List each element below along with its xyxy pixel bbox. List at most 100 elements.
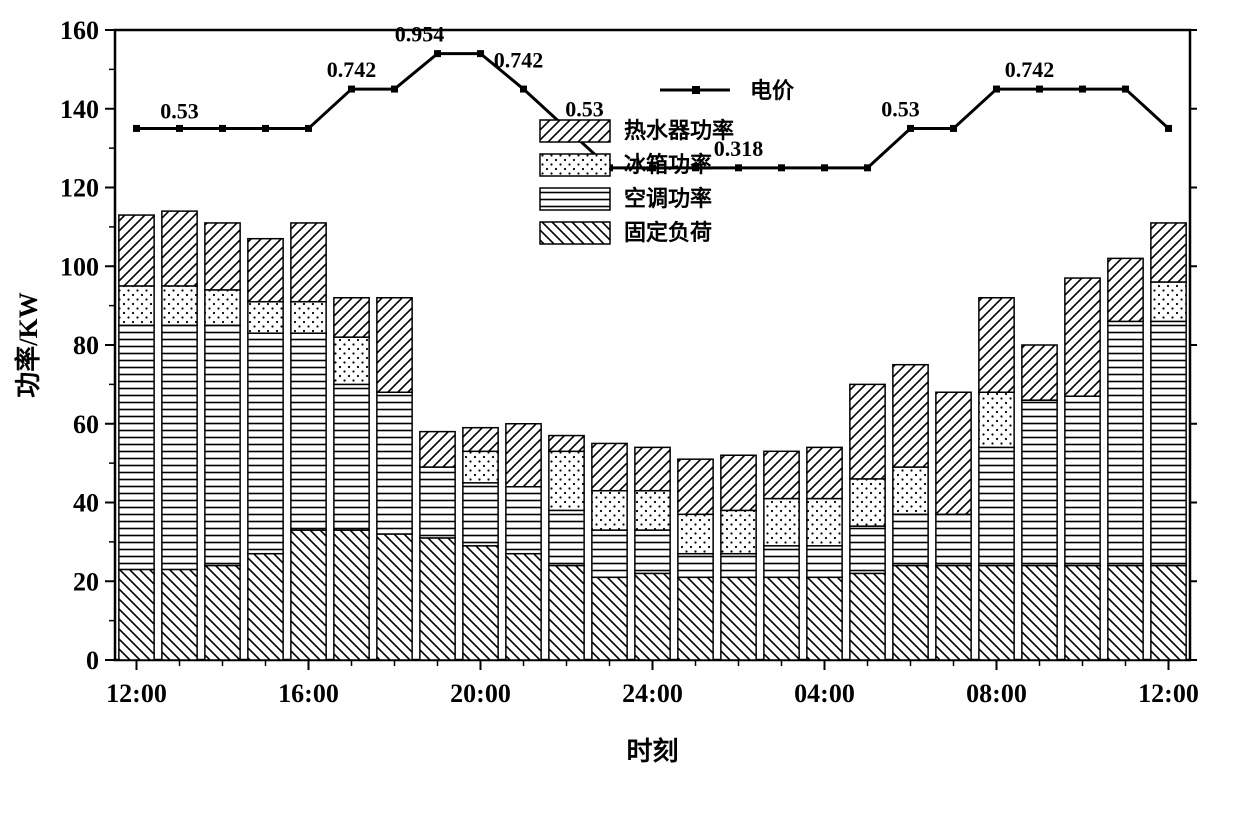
bar-heater — [420, 432, 455, 467]
bar-heater — [205, 223, 240, 290]
bar-fixed — [119, 569, 154, 660]
bar-heater — [549, 436, 584, 452]
bar-fixed — [420, 538, 455, 660]
bar-fridge — [850, 479, 885, 526]
svg-text:140: 140 — [60, 95, 99, 124]
price-marker — [520, 86, 527, 93]
bar-ac — [205, 325, 240, 565]
bar-fridge — [592, 491, 627, 530]
bar-heater — [1065, 278, 1100, 396]
bar-ac — [850, 526, 885, 573]
svg-text:60: 60 — [73, 410, 99, 439]
bar-fixed — [1022, 566, 1057, 661]
price-marker — [176, 125, 183, 132]
bar-heater — [721, 455, 756, 510]
price-annotation: 0.742 — [1005, 57, 1055, 82]
price-annotation: 0.53 — [160, 98, 199, 123]
bar-ac — [119, 325, 154, 569]
bar-fixed — [248, 554, 283, 660]
price-marker — [391, 86, 398, 93]
bar-fridge — [549, 451, 584, 510]
price-marker — [133, 125, 140, 132]
price-marker — [1122, 86, 1129, 93]
bar-ac — [936, 514, 971, 565]
bar-fixed — [463, 546, 498, 660]
svg-text:24:00: 24:00 — [622, 679, 683, 708]
bar-fridge — [463, 451, 498, 483]
bar-heater — [291, 223, 326, 302]
bar-ac — [807, 546, 842, 578]
bar-ac — [979, 447, 1014, 565]
price-marker — [950, 125, 957, 132]
bar-ac — [506, 487, 541, 554]
bar-ac — [162, 325, 197, 569]
price-annotation: 0.742 — [494, 48, 544, 73]
bar-ac — [1065, 396, 1100, 565]
bar-heater — [807, 447, 842, 498]
bar-heater — [893, 365, 928, 467]
bar-fridge — [807, 499, 842, 546]
price-marker — [778, 164, 785, 171]
svg-text:120: 120 — [60, 174, 99, 203]
bar-fixed — [1151, 566, 1186, 661]
price-annotation: 0.742 — [327, 57, 377, 82]
bar-heater — [1022, 345, 1057, 400]
bar-fixed — [979, 566, 1014, 661]
price-marker — [907, 125, 914, 132]
svg-text:20:00: 20:00 — [450, 679, 511, 708]
price-marker — [1079, 86, 1086, 93]
price-marker — [864, 164, 871, 171]
bar-fridge — [979, 392, 1014, 447]
price-annotation: 0.53 — [565, 96, 604, 121]
svg-text:80: 80 — [73, 331, 99, 360]
bar-ac — [635, 530, 670, 573]
price-marker — [821, 164, 828, 171]
price-marker — [305, 125, 312, 132]
bar-fixed — [635, 573, 670, 660]
bar-heater — [678, 459, 713, 514]
svg-text:12:00: 12:00 — [1138, 679, 1199, 708]
price-annotation: 0.53 — [881, 96, 920, 121]
svg-text:160: 160 — [60, 16, 99, 45]
bar-heater — [1108, 258, 1143, 321]
svg-text:固定负荷: 固定负荷 — [624, 220, 712, 245]
bars — [119, 211, 1186, 660]
bar-heater — [592, 443, 627, 490]
bar-heater — [936, 392, 971, 514]
bar-ac — [334, 384, 369, 530]
bar-ac — [1022, 400, 1057, 565]
bar-fixed — [936, 566, 971, 661]
bar-fridge — [1151, 282, 1186, 321]
bar-heater — [506, 424, 541, 487]
bar-fixed — [893, 566, 928, 661]
bar-fixed — [850, 573, 885, 660]
bar-fixed — [549, 566, 584, 661]
svg-text:20: 20 — [73, 567, 99, 596]
bar-ac — [549, 510, 584, 565]
bar-fixed — [678, 577, 713, 660]
bar-ac — [1108, 321, 1143, 565]
legend-swatch — [540, 222, 610, 244]
bar-ac — [291, 333, 326, 530]
legend-swatch — [540, 154, 610, 176]
power-chart: 02040608010012014016012:0016:0020:0024:0… — [0, 0, 1240, 822]
bar-fridge — [721, 510, 756, 553]
bar-fixed — [377, 534, 412, 660]
bar-ac — [1151, 321, 1186, 565]
bar-fixed — [291, 530, 326, 660]
price-annotation: 0.954 — [395, 22, 445, 47]
bar-fridge — [248, 302, 283, 334]
svg-text:16:00: 16:00 — [278, 679, 339, 708]
bar-heater — [162, 211, 197, 286]
bar-ac — [764, 546, 799, 578]
bar-fixed — [807, 577, 842, 660]
bar-fixed — [506, 554, 541, 660]
bar-ac — [420, 467, 455, 538]
bar-heater — [377, 298, 412, 393]
bar-ac — [721, 554, 756, 578]
svg-text:04:00: 04:00 — [794, 679, 855, 708]
svg-text:空调功率: 空调功率 — [624, 186, 712, 211]
price-marker — [735, 164, 742, 171]
bar-fridge — [678, 514, 713, 553]
bar-fixed — [334, 530, 369, 660]
